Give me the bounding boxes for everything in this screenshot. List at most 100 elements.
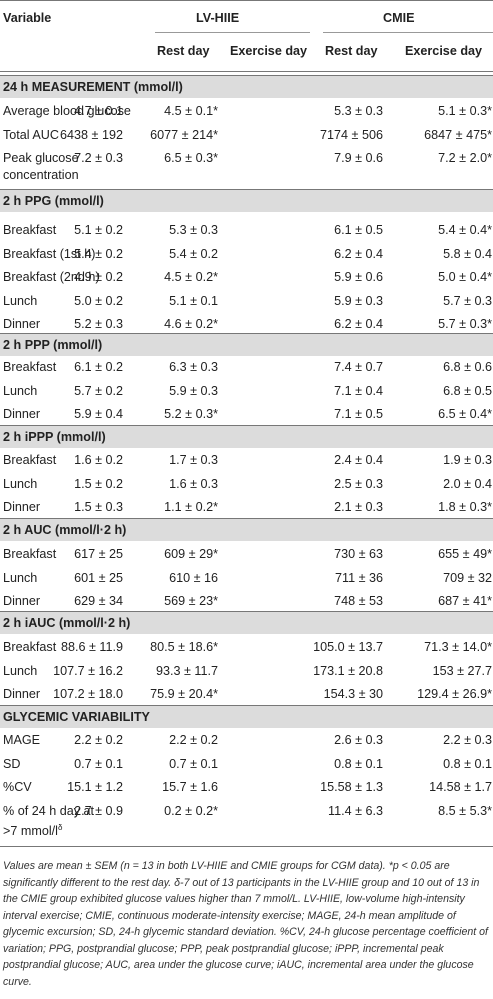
value-cell: 1.6 ± 0.3 (169, 476, 218, 491)
row-label: Breakfast (3, 547, 57, 561)
value-cell: 0.7 ± 0.1 (169, 756, 218, 771)
value-cell: 2.0 ± 0.4 (443, 476, 492, 491)
value-cell: 107.7 ± 16.2 (53, 663, 123, 678)
row-label: Lunch (3, 293, 38, 308)
table-footnote: Values are mean ± SEM (n = 13 in both LV… (3, 860, 489, 988)
value-cell: 93.3 ± 11.7 (156, 663, 218, 678)
row-label: Lunch (3, 570, 38, 585)
value-cell: 6.2 ± 0.4 (334, 317, 383, 331)
value-cell: 173.1 ± 20.8 (313, 663, 383, 678)
row-label: Lunch (3, 476, 38, 491)
value-cell: 7174 ± 506 (320, 127, 383, 142)
value-cell: 711 ± 36 (335, 570, 383, 585)
value-cell: 88.6 ± 11.9 (61, 640, 123, 654)
value-cell: 6077 ± 214* (150, 127, 218, 142)
value-cell: 105.0 ± 13.7 (313, 640, 383, 654)
value-cell: 1.7 ± 0.3 (169, 453, 218, 467)
section-rule (0, 705, 493, 706)
value-cell: 601 ± 25 (74, 570, 123, 585)
top-rule (0, 0, 493, 1)
value-cell: 5.7 ± 0.3 (443, 293, 492, 308)
value-cell: 5.7 ± 0.2 (74, 383, 123, 398)
group-rule-lvhiie (155, 32, 310, 33)
value-cell: 154.3 ± 30 (323, 687, 383, 701)
value-cell: 6.3 ± 0.3 (169, 360, 218, 374)
row-label: Breakfast (3, 453, 57, 467)
value-cell: 7.9 ± 0.6 (334, 151, 383, 165)
value-cell: 5.8 ± 0.4 (443, 246, 492, 261)
value-cell: 5.4 ± 0.4* (438, 223, 492, 237)
value-cell: 80.5 ± 18.6* (150, 640, 218, 654)
section-rule (0, 518, 493, 519)
value-cell: 1.5 ± 0.2 (74, 476, 123, 491)
value-cell: 1.8 ± 0.3* (438, 500, 492, 514)
row-label: Dinner (3, 407, 41, 421)
row-label-continued: concentration (3, 166, 79, 184)
value-cell: 1.5 ± 0.3 (74, 500, 123, 514)
value-cell: 0.2 ± 0.2* (164, 803, 218, 818)
value-cell: 5.1 ± 0.2 (74, 223, 123, 237)
value-cell: 2.2 ± 0.2 (74, 733, 123, 747)
row-label: Total AUC (3, 127, 59, 142)
value-cell: 5.3 ± 0.3 (169, 223, 218, 237)
value-cell: 6438 ± 192 (60, 127, 123, 142)
value-cell: 629 ± 34 (74, 594, 123, 608)
header-rest-cmie: Rest day (325, 44, 378, 58)
value-cell: 7.4 ± 0.7 (334, 360, 383, 374)
value-cell: 153 ± 27.7 (432, 663, 492, 678)
row-label: Breakfast (2nd h) (3, 270, 100, 284)
value-cell: 8.5 ± 5.3* (438, 803, 492, 818)
value-cell: 5.9 ± 0.6 (334, 270, 383, 284)
value-cell: 1.6 ± 0.2 (74, 453, 123, 467)
value-cell: 687 ± 41* (438, 594, 492, 608)
value-cell: 15.58 ± 1.3 (320, 780, 383, 794)
value-cell: 609 ± 29* (164, 547, 218, 561)
value-cell: 6.1 ± 0.2 (74, 360, 123, 374)
value-cell: 15.1 ± 1.2 (67, 780, 123, 794)
row-label: Dinner (3, 500, 41, 514)
section-header: GLYCEMIC VARIABILITY (0, 706, 493, 728)
value-cell: 4.5 ± 0.2* (164, 270, 218, 284)
value-cell: 7.2 ± 0.3 (74, 151, 123, 165)
section-header: 2 h PPG (mmol/l) (0, 190, 493, 212)
value-cell: 7.1 ± 0.5 (334, 407, 383, 421)
value-cell: 2.6 ± 0.3 (334, 733, 383, 747)
value-cell: 5.4 ± 0.2 (74, 246, 123, 261)
value-cell: 107.2 ± 18.0 (53, 687, 123, 701)
row-label: Dinner (3, 317, 41, 331)
header-exercise-cmie: Exercise day (405, 44, 483, 58)
value-cell: 5.1 ± 0.3* (438, 104, 492, 118)
value-cell: 2.2 ± 0.2 (169, 733, 218, 747)
value-cell: 5.4 ± 0.2 (169, 246, 218, 261)
value-cell: 7.1 ± 0.4 (334, 383, 383, 398)
value-cell: 6.2 ± 0.4 (334, 246, 383, 261)
section-header: 24 h MEASUREMENT (mmol/l) (0, 76, 493, 98)
value-cell: 5.0 ± 0.4* (438, 270, 492, 284)
value-cell: 5.0 ± 0.2 (74, 293, 123, 308)
value-cell: 2.1 ± 0.3 (334, 500, 383, 514)
row-label: SD (3, 756, 21, 771)
row-label: MAGE (3, 733, 41, 747)
row-label: Dinner (3, 594, 41, 608)
row-label: Dinner (3, 687, 41, 701)
value-cell: 6847 ± 475* (424, 127, 492, 142)
row-label: Breakfast (3, 640, 57, 654)
header-exercise-lvhiie: Exercise day (230, 44, 308, 58)
section-rule (0, 425, 493, 426)
header-variable: Variable (3, 11, 52, 25)
value-cell: 6.1 ± 0.5 (334, 223, 383, 237)
header-group-lvhiie: LV-HIIE (196, 11, 240, 25)
value-cell: 6.8 ± 0.6 (443, 360, 492, 374)
value-cell: 709 ± 32 (443, 570, 492, 585)
value-cell: 569 ± 23* (164, 594, 218, 608)
value-cell: 6.8 ± 0.5 (443, 383, 492, 398)
value-cell: 2.7 ± 0.9 (74, 803, 123, 818)
value-cell: 5.7 ± 0.3* (438, 317, 492, 331)
value-cell: 4.5 ± 0.1* (164, 104, 218, 118)
section-header: 2 h AUC (mmol/l·2 h) (0, 519, 493, 541)
value-cell: 5.9 ± 0.4 (74, 407, 123, 421)
value-cell: 5.2 ± 0.3* (164, 407, 218, 421)
value-cell: 4.7 ± 0.1 (74, 104, 123, 118)
value-cell: 730 ± 63 (334, 547, 383, 561)
value-cell: 5.1 ± 0.1 (169, 293, 218, 308)
